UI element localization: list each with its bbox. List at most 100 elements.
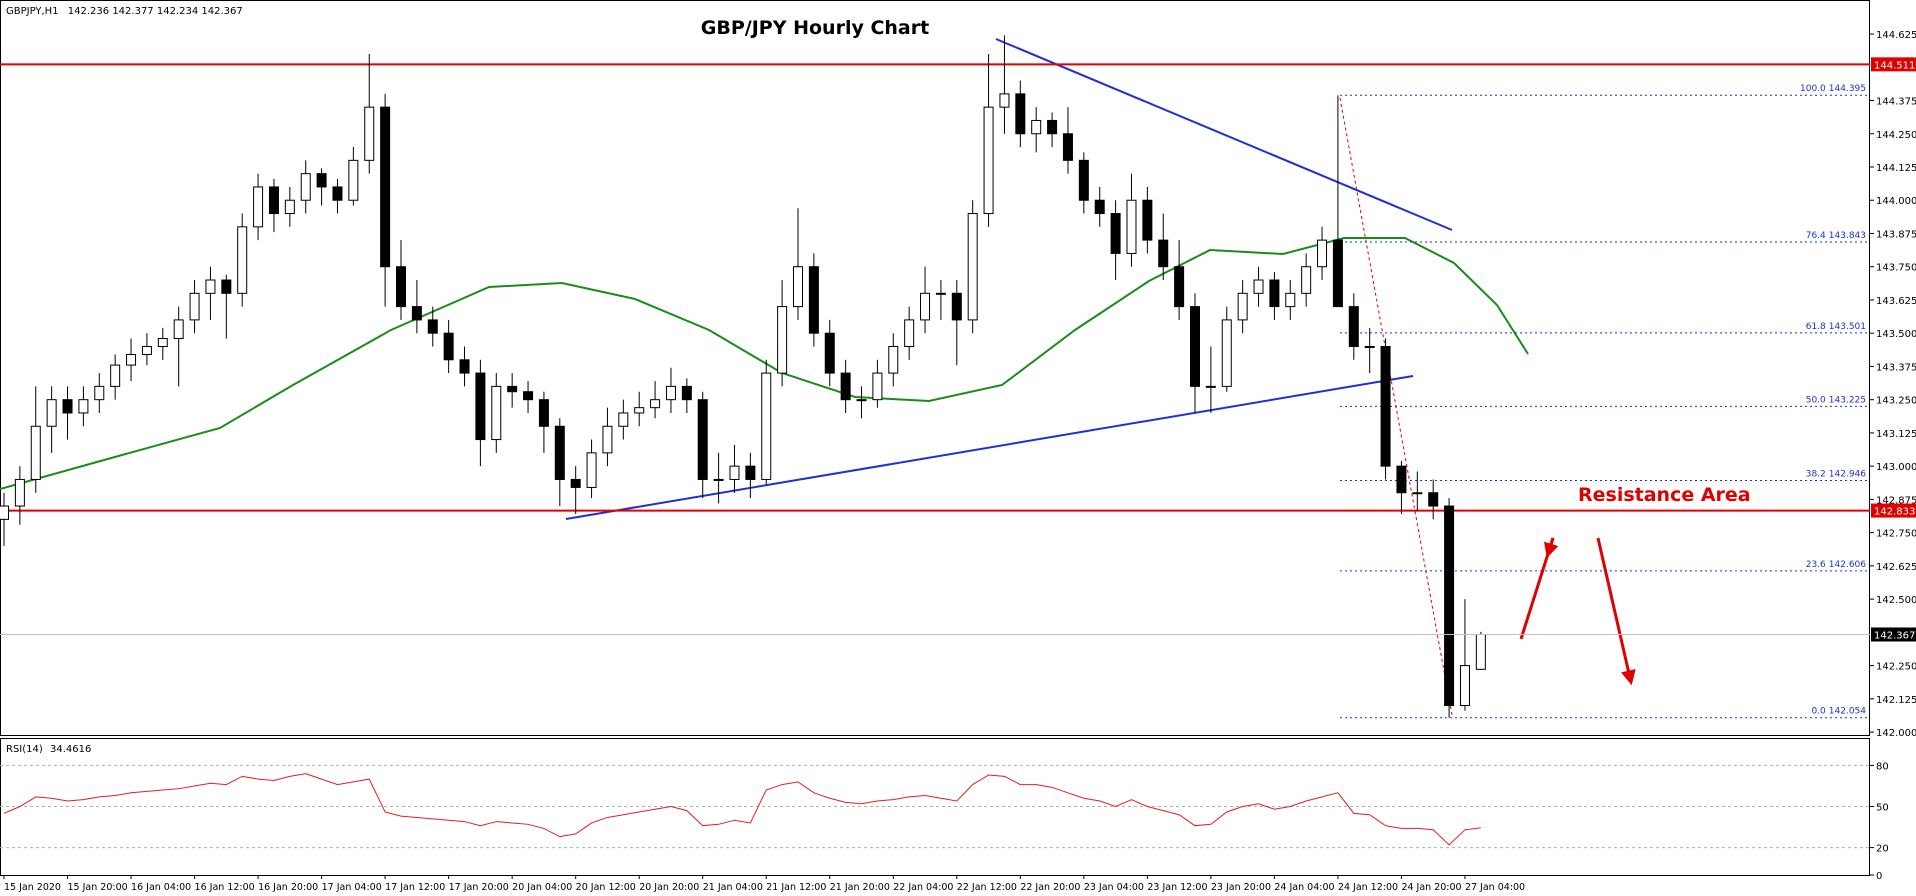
x-tick-label: 21 Jan 04:00 <box>703 882 763 893</box>
rsi-line <box>3 773 1481 846</box>
candle-body <box>173 319 184 340</box>
rsi-name: RSI(14) <box>6 744 43 755</box>
symbol-header: GBPJPY,H1 142.236 142.377 142.234 142.36… <box>6 6 243 17</box>
x-tick-label: 21 Jan 20:00 <box>830 882 890 893</box>
x-tick-label: 23 Jan 12:00 <box>1147 882 1207 893</box>
candle-body <box>443 332 454 361</box>
rsi-tick-label: 0 <box>1876 871 1882 882</box>
candle-body <box>586 452 597 488</box>
fib-ratio: 50.0 <box>1806 395 1826 405</box>
x-tick-label: 22 Jan 20:00 <box>1020 882 1080 893</box>
candle-body <box>1078 159 1089 201</box>
fib-label: 38.2 142.946 <box>1806 470 1867 480</box>
candle-body <box>665 385 676 401</box>
candle-body <box>872 372 883 401</box>
candle-body <box>999 93 1010 108</box>
candle-body <box>1459 665 1470 706</box>
level-box <box>1871 57 1916 72</box>
candle-body <box>1126 199 1137 254</box>
candle-body <box>1380 345 1391 467</box>
candle-body <box>1237 292 1248 321</box>
candle-body <box>1158 239 1169 268</box>
candle-body <box>427 319 438 334</box>
candle-body <box>650 399 661 409</box>
candle-body <box>157 338 168 347</box>
candle-body <box>205 279 216 294</box>
candle-body <box>1301 266 1312 294</box>
arrow-down <box>1596 537 1636 686</box>
current-price-label: 142.367 <box>1874 630 1915 641</box>
candle-body <box>920 292 931 321</box>
y-tick-label: 143.500 <box>1876 329 1916 340</box>
candle-body <box>1317 239 1328 268</box>
y-tick-label: 142.625 <box>1876 562 1916 573</box>
y-tick-label: 144.375 <box>1876 97 1916 108</box>
candle-body <box>888 345 899 374</box>
candle-body <box>1285 292 1296 308</box>
x-tick-label: 22 Jan 12:00 <box>957 882 1017 893</box>
fib-price: 144.395 <box>1829 84 1866 94</box>
y-tick-label: 142.875 <box>1876 495 1916 506</box>
candle-body <box>141 345 152 355</box>
candle-body <box>189 292 200 321</box>
arrow-up-head <box>1544 537 1559 559</box>
x-tick-label: 17 Jan 20:00 <box>449 882 509 893</box>
candle-body <box>1332 239 1343 308</box>
candle-body <box>237 226 248 294</box>
fib-ratio: 100.0 <box>1800 84 1826 94</box>
candle-body <box>1364 345 1375 348</box>
x-tick-label: 20 Jan 20:00 <box>639 882 699 893</box>
candle-body <box>1094 199 1105 215</box>
annotation: Resistance Area <box>1578 484 1751 506</box>
candle-body <box>253 186 264 228</box>
symbol: GBPJPY,H1 <box>6 6 59 17</box>
main-frame <box>0 0 1870 736</box>
candle-body <box>681 385 692 401</box>
candle-body <box>1428 492 1439 507</box>
y-tick-label: 142.125 <box>1876 695 1916 706</box>
candle-body <box>332 186 343 201</box>
candle-body <box>777 306 788 374</box>
fib-label: 100.0 144.395 <box>1800 84 1866 94</box>
rsi-tick-label: 20 <box>1876 844 1889 855</box>
candle-body <box>554 425 565 480</box>
current-price-box <box>1871 627 1916 642</box>
candle-body <box>570 478 581 488</box>
candle-body <box>62 399 73 414</box>
y-tick-label: 144.000 <box>1876 196 1916 207</box>
candle-body <box>78 399 89 414</box>
candle-body <box>1253 279 1264 294</box>
x-tick-label: 23 Jan 20:00 <box>1211 882 1271 893</box>
y-tick-label: 144.125 <box>1876 163 1916 174</box>
candle-body <box>824 332 835 374</box>
candle-body <box>459 359 470 374</box>
candle-body <box>745 465 756 480</box>
x-tick-label: 17 Jan 04:00 <box>322 882 382 893</box>
y-tick-label: 143.125 <box>1876 429 1916 440</box>
candle-body <box>1047 119 1058 135</box>
fib-ratio: 23.6 <box>1806 560 1826 570</box>
x-tick-label: 22 Jan 04:00 <box>893 882 953 893</box>
candle-body <box>1031 119 1042 135</box>
y-tick-label: 142.000 <box>1876 728 1916 739</box>
candle-body <box>951 292 962 321</box>
candle-body <box>316 173 327 188</box>
fib-price: 143.225 <box>1829 395 1866 405</box>
low: 142.234 <box>157 6 198 17</box>
fib-ratio: 0.0 <box>1811 707 1826 717</box>
candle-body <box>1221 319 1232 387</box>
close: 142.367 <box>201 6 242 17</box>
candle-body <box>618 412 629 427</box>
y-tick-label: 144.625 <box>1876 30 1916 41</box>
x-tick-label: 23 Jan 04:00 <box>1084 882 1144 893</box>
fib-ratio: 76.4 <box>1806 231 1826 241</box>
candle-body <box>491 385 502 441</box>
fib-label: 50.0 143.225 <box>1806 395 1866 405</box>
level-box <box>1871 503 1916 518</box>
candle-body <box>1190 306 1200 387</box>
level-label: 142.833 <box>1874 507 1915 518</box>
y-tick-label: 143.375 <box>1876 362 1916 373</box>
